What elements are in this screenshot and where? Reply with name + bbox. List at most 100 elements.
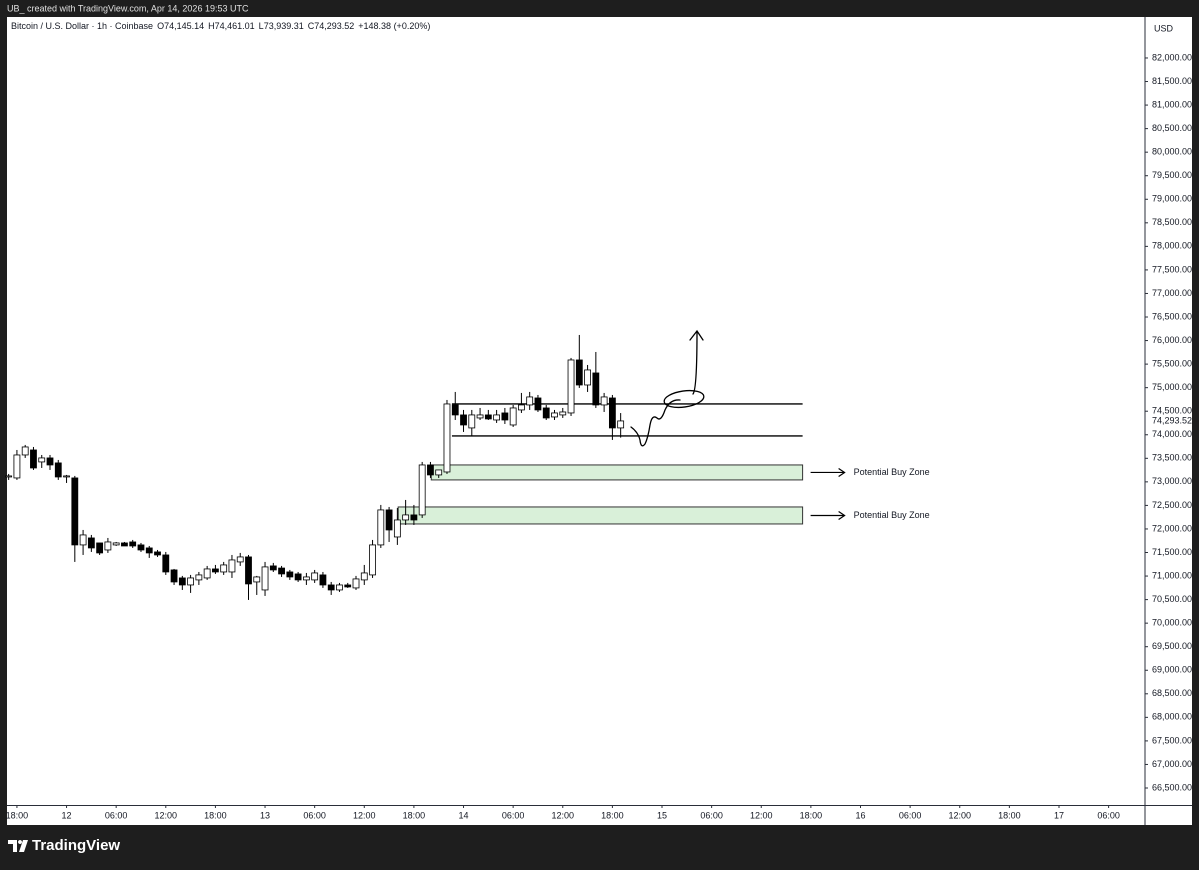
candle-body [286, 571, 294, 578]
candle-body [170, 569, 178, 583]
candle-body [509, 407, 517, 426]
buy-zone [430, 464, 804, 481]
candle-body [212, 568, 219, 573]
candle-body [460, 414, 467, 426]
candle-body [154, 551, 161, 556]
x-tick-label: 18:00 [403, 810, 426, 820]
candle-body [336, 584, 343, 591]
candle-body [377, 509, 385, 546]
zone-label: Potential Buy Zone [854, 467, 930, 477]
x-tick-label: 12:00 [948, 810, 971, 820]
x-tick-label: 18:00 [998, 810, 1021, 820]
candle-body [385, 509, 393, 531]
x-tick-label: 18:00 [800, 810, 823, 820]
y-tick-label: 68,500.00 [1152, 688, 1192, 698]
y-tick-label: 78,000.00 [1152, 241, 1192, 251]
candle-body [418, 464, 426, 516]
candle-body [54, 462, 62, 478]
y-tick-label: 79,500.00 [1152, 170, 1192, 180]
x-tick-label: 06:00 [303, 810, 326, 820]
candle-body [600, 396, 608, 406]
candle-body [476, 414, 484, 419]
candle-body [435, 469, 443, 476]
candle-body [584, 369, 591, 386]
tradingview-logo: TradingView [8, 837, 120, 854]
candle-body [608, 397, 616, 429]
candle-body [236, 556, 244, 563]
candle-body [145, 547, 153, 554]
y-tick-label: 81,500.00 [1152, 76, 1192, 86]
candle-body [327, 584, 335, 591]
candle-body [269, 565, 277, 571]
y-tick-label: 69,500.00 [1152, 641, 1192, 651]
highlight-circle [663, 389, 705, 409]
y-tick-label: 77,000.00 [1152, 288, 1192, 298]
y-tick-label: 67,000.00 [1152, 759, 1192, 769]
candle-body [567, 359, 575, 414]
y-tick-label: 69,000.00 [1152, 665, 1192, 675]
x-tick-label: 12:00 [750, 810, 773, 820]
x-tick-label: 06:00 [105, 810, 128, 820]
candle-body [344, 584, 352, 588]
candle-body [5, 475, 13, 478]
candle-body [311, 572, 319, 581]
y-tick-label: 74,000.00 [1152, 429, 1192, 439]
symbol-name: Bitcoin / U.S. Dollar · 1h · Coinbase [11, 21, 153, 31]
y-tick-label: 72,500.00 [1152, 500, 1192, 510]
candle-body [484, 414, 492, 420]
y-tick-label: 81,000.00 [1152, 99, 1192, 109]
candle-body [63, 475, 70, 478]
x-tick-label: 18:00 [6, 810, 29, 820]
x-tick-label: 06:00 [502, 810, 525, 820]
y-tick-label: 73,000.00 [1152, 476, 1192, 486]
y-tick-label: 66,500.00 [1152, 782, 1192, 792]
candle-body [501, 412, 509, 421]
candle-body [559, 411, 567, 416]
candle-body [96, 542, 104, 554]
x-tick-label: 12:00 [155, 810, 178, 820]
candle-body [451, 404, 459, 416]
candle-body [203, 568, 211, 579]
candle-body [402, 514, 410, 521]
candle-body [352, 578, 360, 589]
candle-body [360, 572, 368, 581]
candle-body [526, 396, 534, 406]
candle-body [468, 414, 476, 429]
zone-arrow [810, 467, 846, 477]
x-tick-label: 12 [62, 810, 72, 820]
candle-body [195, 574, 203, 581]
candle-body [187, 577, 195, 586]
candle-body [575, 359, 583, 386]
x-tick-label: 17 [1054, 810, 1064, 820]
y-tick-label: 79,000.00 [1152, 194, 1192, 204]
candle-body [71, 477, 79, 546]
y-tick-label: 68,000.00 [1152, 712, 1192, 722]
candle-body [137, 544, 145, 551]
ohlc-key: H [208, 21, 215, 31]
ohlc-key: L [259, 21, 264, 31]
candle-body [443, 403, 451, 473]
symbol-legend: Bitcoin / U.S. Dollar · 1h · Coinbase O74… [11, 21, 430, 31]
candle-body [253, 576, 261, 583]
candle-body [427, 464, 434, 476]
x-tick-label: 14 [459, 810, 469, 820]
y-tick-label: 67,500.00 [1152, 735, 1192, 745]
candle-body [534, 397, 542, 411]
y-tick-label: 80,000.00 [1152, 147, 1192, 157]
candle-body [87, 537, 95, 549]
y-tick-label: 75,000.00 [1152, 382, 1192, 392]
plot: Bitcoin / U.S. Dollar · 1h · Coinbase O74… [5, 21, 1192, 820]
candle-body [220, 564, 228, 573]
ohlc-value: 74,293.52 [314, 21, 354, 31]
zone-label: Potential Buy Zone [854, 510, 930, 520]
projected-path [630, 399, 681, 447]
candle-body [178, 577, 186, 586]
y-tick-label: 72,000.00 [1152, 523, 1192, 533]
y-tick-label: 78,500.00 [1152, 217, 1192, 227]
x-tick-label: 12:00 [552, 810, 575, 820]
candle-body [493, 414, 501, 421]
candle-body [121, 542, 128, 547]
candle-body [46, 457, 54, 466]
candle-body [129, 541, 137, 547]
